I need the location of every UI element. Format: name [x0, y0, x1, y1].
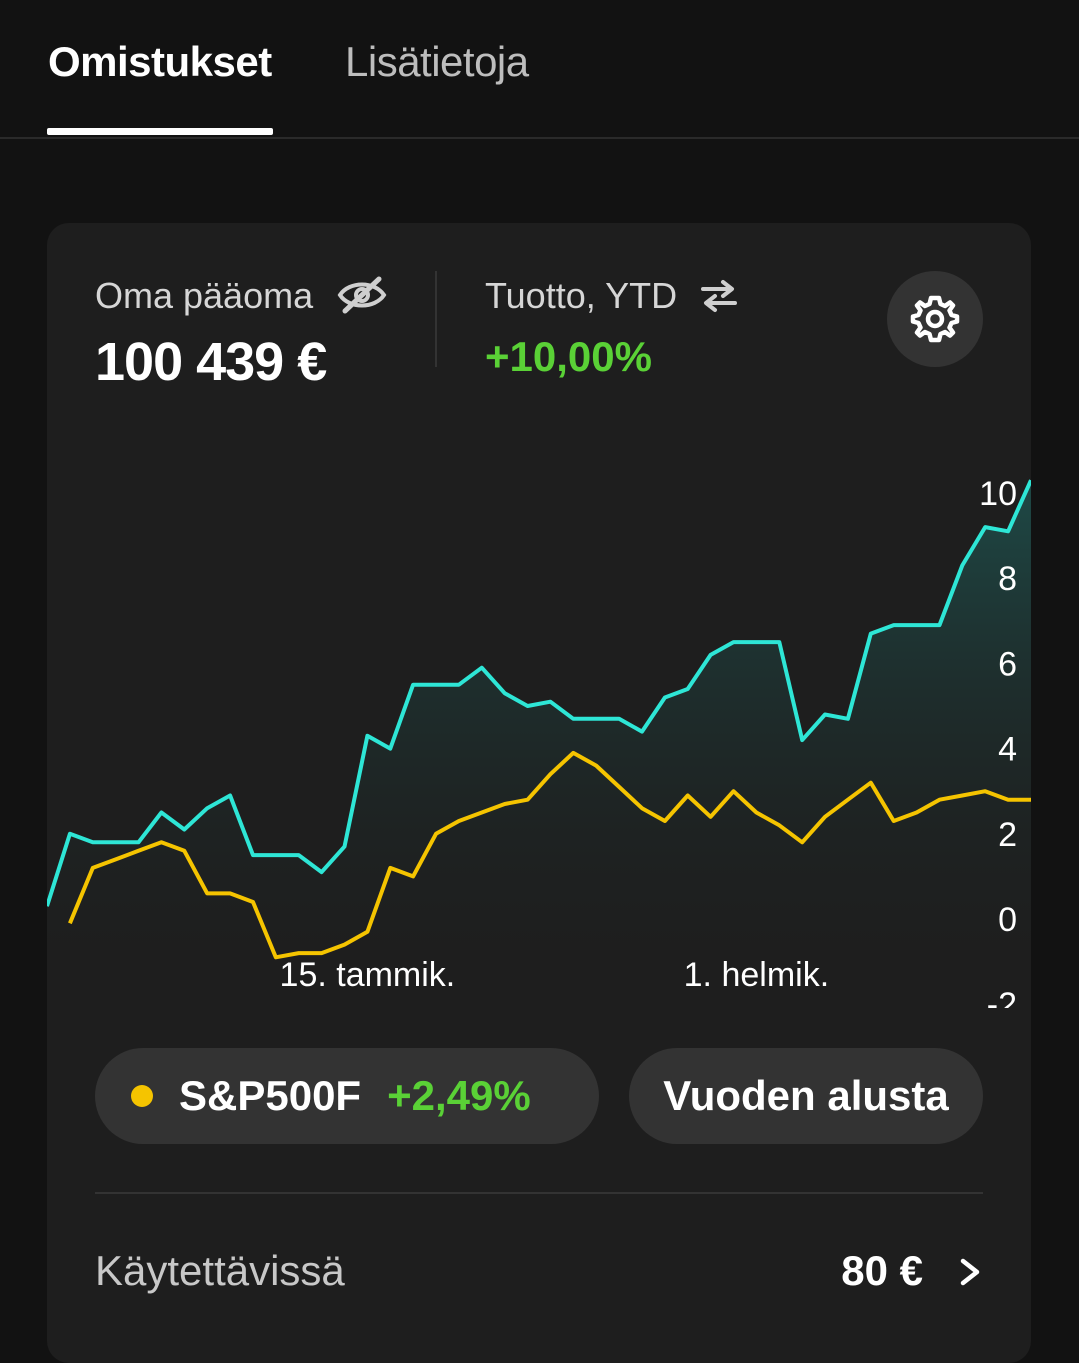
y-tick-label: 6 [998, 645, 1017, 683]
portfolio-card: Oma pääoma 100 439 € Tuotto, YTD +10,00% [47, 223, 1031, 1363]
y-tick-label: 0 [998, 901, 1017, 939]
chevron-right-icon [960, 1258, 980, 1286]
settings-button[interactable] [887, 271, 983, 367]
y-tick-label: 2 [998, 816, 1017, 854]
available-value: 80 € [841, 1247, 923, 1294]
benchmark-color-dot [131, 1085, 153, 1107]
benchmark-change: +2,49% [387, 1072, 531, 1119]
available-funds-row[interactable]: Käytettävissä 80 € [47, 1195, 1031, 1355]
equity-value: 100 439 € [95, 332, 327, 392]
benchmark-selector[interactable]: S&P500F +2,49% [95, 1048, 599, 1144]
y-tick-label: 4 [998, 731, 1017, 769]
gear-icon [910, 295, 960, 343]
benchmark-line [68, 750, 1031, 960]
eye-off-icon[interactable] [337, 275, 387, 315]
portfolio-line [47, 479, 1031, 907]
portfolio-area-fill [47, 480, 1031, 998]
benchmark-name: S&P500F [179, 1072, 362, 1119]
active-tab-indicator [47, 128, 273, 135]
section-divider [95, 1192, 983, 1194]
period-label: Vuoden alusta [663, 1072, 949, 1119]
return-label: Tuotto, YTD [485, 275, 678, 316]
tab-details[interactable]: Lisätietoja [345, 38, 529, 85]
y-tick-label: 10 [979, 475, 1017, 513]
tab-holdings[interactable]: Omistukset [48, 38, 272, 85]
swap-arrows-icon[interactable] [699, 279, 739, 313]
period-selector[interactable]: Vuoden alusta [629, 1048, 983, 1144]
performance-chart: 10 8 6 4 2 0 -2 15. tammik. 1. helmik. [47, 475, 1031, 1008]
tab-bar: Omistukset Lisätietoja [0, 0, 1079, 139]
return-value: +10,00% [485, 333, 652, 380]
available-label: Käytettävissä [95, 1247, 345, 1294]
x-tick-label: 15. tammik. [280, 956, 456, 994]
y-tick-label: 8 [998, 560, 1017, 598]
x-tick-label: 1. helmik. [684, 956, 830, 994]
equity-label: Oma pääoma [95, 275, 314, 316]
y-tick-label: -2 [987, 986, 1017, 1008]
summary-divider [435, 271, 437, 367]
